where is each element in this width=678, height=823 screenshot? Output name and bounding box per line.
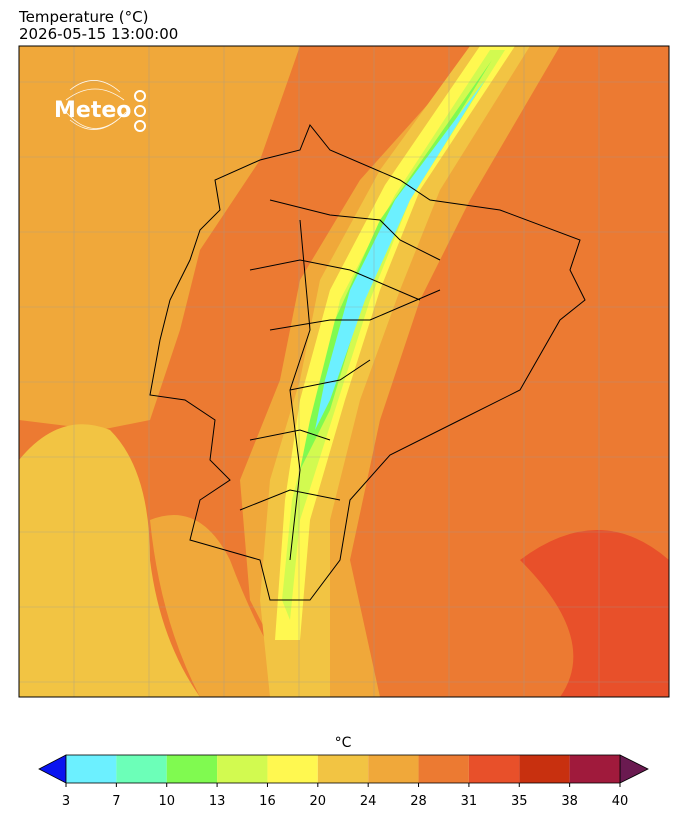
- colorbar-tick-label: 24: [360, 794, 377, 809]
- over-arrow: [619, 754, 649, 784]
- colorbar-segment: [317, 755, 369, 783]
- colorbar-segment: [66, 755, 117, 783]
- colorbar-segment: [166, 755, 218, 783]
- colorbar-tick-label: 20: [310, 794, 327, 809]
- borders: [149, 124, 586, 601]
- colorbar-tick-label: 16: [259, 794, 276, 809]
- colorbar-segment: [519, 755, 570, 783]
- colorbar-segment: [267, 755, 318, 783]
- temperature-field: [19, 46, 669, 697]
- timestamp: 2026-05-15 13:00:00: [19, 25, 178, 43]
- logo: Meteo: [54, 80, 146, 132]
- colorbar-tick-label: 3: [62, 794, 70, 809]
- colorbar-tick-label: 40: [612, 794, 629, 809]
- colorbar-segment: [569, 755, 620, 783]
- colorbar-outline: [65, 754, 621, 784]
- colorbar-segment: [116, 755, 167, 783]
- colorbar-tick-label: 7: [112, 794, 120, 809]
- colorbar-label: °C: [335, 735, 352, 751]
- colorbar-segment: [368, 755, 419, 783]
- colorbar-tick-label: 31: [461, 794, 478, 809]
- colorbar-segment: [217, 755, 268, 783]
- colorbar-segment: [418, 755, 469, 783]
- under-arrow: [38, 754, 67, 784]
- title: Temperature (°C): [18, 8, 148, 26]
- colorbar-tick-label: 13: [209, 794, 226, 809]
- colorbar-tick-label: 28: [410, 794, 427, 809]
- map-frame: [18, 45, 670, 698]
- colorbar-tick-label: 35: [511, 794, 528, 809]
- colorbar: 3 7 10 13 16 20 24 28 31 35 38 40: [38, 754, 649, 809]
- colorbar-tick-label: 10: [158, 794, 175, 809]
- logo-text: Meteo: [54, 98, 131, 123]
- colorbar-segment: [468, 755, 520, 783]
- colorbar-tick-label: 38: [561, 794, 578, 809]
